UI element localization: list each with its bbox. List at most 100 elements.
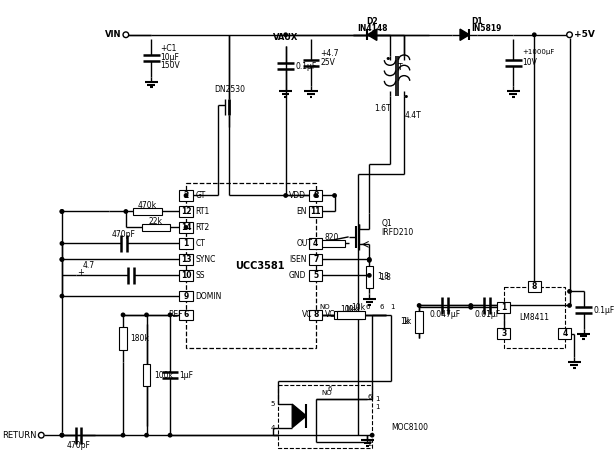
Circle shape: [370, 433, 374, 437]
Text: NO: NO: [322, 390, 332, 396]
Text: 470k: 470k: [138, 201, 157, 210]
Bar: [179, 310, 193, 320]
Text: 8: 8: [313, 191, 318, 200]
Text: 150V: 150V: [161, 61, 180, 70]
Bar: [309, 310, 322, 320]
Bar: [319, 240, 346, 247]
Text: 470pF: 470pF: [67, 441, 91, 450]
Text: 1: 1: [184, 239, 188, 248]
Text: 2: 2: [367, 441, 372, 446]
Text: 10μF: 10μF: [161, 53, 179, 62]
Bar: [309, 190, 322, 201]
Text: VAUX: VAUX: [273, 33, 298, 42]
Bar: [337, 311, 365, 318]
Bar: [334, 311, 362, 318]
Text: IN4148: IN4148: [357, 23, 387, 33]
Text: 8: 8: [313, 310, 318, 319]
Text: 5: 5: [271, 401, 275, 407]
Bar: [179, 291, 193, 301]
Text: DOMIN: DOMIN: [195, 292, 222, 301]
Text: 1.8: 1.8: [377, 272, 389, 281]
Circle shape: [284, 33, 287, 37]
Circle shape: [284, 194, 287, 197]
Text: NO: NO: [320, 304, 330, 310]
Text: 25V: 25V: [320, 59, 335, 68]
Circle shape: [168, 313, 172, 317]
Bar: [143, 364, 150, 386]
Text: 10k: 10k: [341, 305, 355, 314]
Text: 0.1μF: 0.1μF: [295, 62, 316, 71]
Text: 0.047μF: 0.047μF: [429, 310, 461, 319]
Circle shape: [418, 304, 421, 307]
Text: 6: 6: [367, 393, 372, 400]
Text: 4: 4: [271, 424, 275, 431]
Text: 1k: 1k: [400, 317, 410, 326]
Bar: [179, 222, 193, 233]
Text: •: •: [385, 54, 391, 64]
Circle shape: [368, 259, 371, 262]
Text: 100k: 100k: [154, 371, 173, 379]
Bar: [134, 208, 161, 215]
Text: 4.7: 4.7: [82, 262, 94, 271]
Text: 8: 8: [532, 282, 537, 291]
Circle shape: [60, 433, 63, 437]
Text: EN: EN: [296, 207, 306, 216]
Text: IRFD210: IRFD210: [381, 227, 414, 237]
Text: OUT: OUT: [297, 239, 313, 248]
Text: VC: VC: [302, 310, 313, 319]
Bar: [497, 302, 510, 312]
Text: ISEN: ISEN: [289, 255, 306, 264]
Text: DN2530: DN2530: [214, 85, 245, 94]
Text: +: +: [77, 268, 84, 277]
Circle shape: [60, 258, 63, 261]
Circle shape: [168, 433, 172, 437]
Bar: [179, 206, 193, 217]
Text: 10k: 10k: [351, 303, 365, 312]
Text: 9: 9: [184, 292, 188, 301]
Bar: [504, 287, 565, 348]
Circle shape: [469, 304, 472, 307]
Bar: [415, 310, 423, 333]
Polygon shape: [367, 29, 377, 40]
Circle shape: [121, 313, 124, 317]
Text: 6: 6: [365, 304, 370, 310]
Circle shape: [60, 295, 63, 298]
Bar: [179, 254, 193, 265]
Text: +5V: +5V: [574, 30, 595, 39]
Circle shape: [368, 258, 371, 261]
Text: 13: 13: [180, 255, 191, 264]
Text: CT: CT: [195, 239, 205, 248]
Text: 14: 14: [180, 223, 191, 232]
Text: 22k: 22k: [149, 217, 163, 227]
Text: T: T: [398, 63, 403, 72]
Text: 1.6T: 1.6T: [374, 104, 391, 113]
Bar: [142, 224, 170, 231]
Bar: [120, 327, 127, 350]
Circle shape: [60, 258, 63, 261]
Text: 820: 820: [325, 233, 339, 242]
Text: 1.8: 1.8: [379, 273, 391, 282]
Bar: [528, 281, 541, 292]
Text: 7: 7: [313, 255, 318, 264]
Text: •: •: [403, 92, 409, 102]
Bar: [179, 190, 193, 201]
Text: MOC8100: MOC8100: [391, 423, 428, 432]
Circle shape: [38, 432, 44, 438]
Text: 470pF: 470pF: [112, 229, 136, 239]
Bar: [278, 386, 372, 448]
Bar: [558, 328, 572, 339]
Text: LM8411: LM8411: [519, 313, 549, 322]
Text: 5: 5: [313, 271, 318, 280]
Text: 11: 11: [310, 207, 321, 216]
Text: RT1: RT1: [195, 207, 209, 216]
Circle shape: [533, 33, 536, 37]
Circle shape: [568, 304, 571, 307]
Circle shape: [333, 194, 336, 197]
Text: 12: 12: [180, 207, 191, 216]
Bar: [179, 270, 193, 280]
Text: +4.7: +4.7: [320, 49, 339, 58]
Bar: [497, 328, 510, 339]
Circle shape: [184, 226, 188, 229]
Text: D1: D1: [471, 17, 482, 26]
Text: SS: SS: [195, 271, 205, 280]
